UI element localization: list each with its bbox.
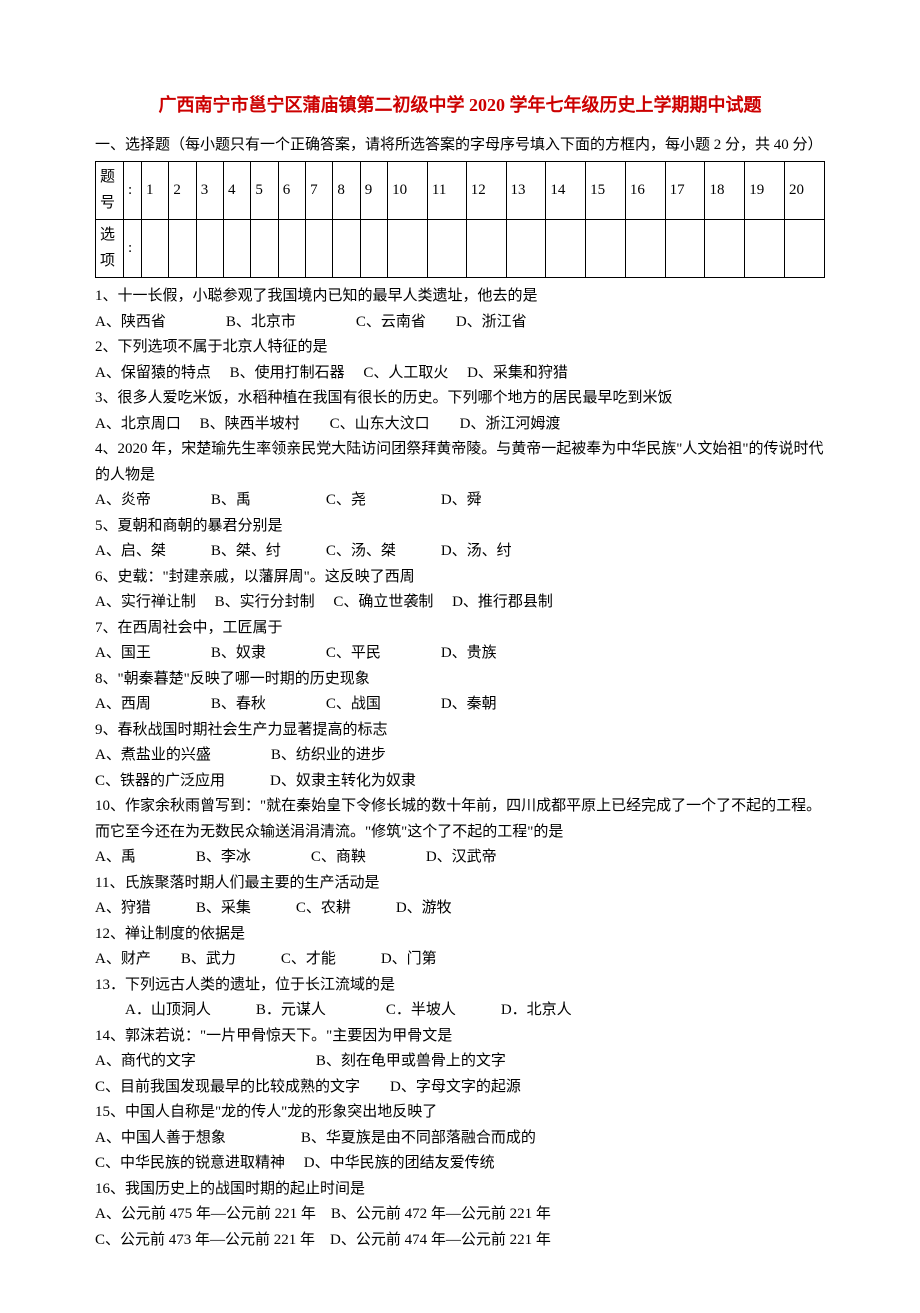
question-options: A、炎帝 B、禹 C、尧 D、舜 bbox=[95, 488, 825, 514]
question-options: A、公元前 475 年—公元前 221 年 B、公元前 472 年—公元前 22… bbox=[95, 1202, 825, 1228]
question-options: A、西周 B、春秋 C、战国 D、秦朝 bbox=[95, 692, 825, 718]
grid-num: 14 bbox=[546, 162, 586, 220]
grid-answer-cell bbox=[705, 220, 745, 278]
grid-answer-cell bbox=[388, 220, 428, 278]
question-options: A、中国人善于想象 B、华夏族是由不同部落融合而成的 bbox=[95, 1126, 825, 1152]
question-options: C、目前我国发现最早的比较成熟的文字 D、字母文字的起源 bbox=[95, 1075, 825, 1101]
question-text: 16、我国历史上的战国时期的起止时间是 bbox=[95, 1177, 825, 1203]
grid-answer-row: 选项 : bbox=[96, 220, 825, 278]
grid-num: 7 bbox=[306, 162, 333, 220]
grid-answer-cell bbox=[785, 220, 825, 278]
grid-answer-cell bbox=[745, 220, 785, 278]
question-text: 11、氏族聚落时期人们最主要的生产活动是 bbox=[95, 871, 825, 897]
grid-num: 19 bbox=[745, 162, 785, 220]
grid-answer-cell bbox=[306, 220, 333, 278]
grid-answer-cell bbox=[546, 220, 586, 278]
grid-num: 1 bbox=[142, 162, 169, 220]
grid-num: 16 bbox=[625, 162, 665, 220]
row-label-option: 选项 bbox=[96, 220, 124, 278]
grid-answer-cell bbox=[427, 220, 466, 278]
question-options: A、禹 B、李冰 C、商鞅 D、汉武帝 bbox=[95, 845, 825, 871]
colon-cell: : bbox=[124, 220, 142, 278]
question-options: C、中华民族的锐意进取精神 D、中华民族的团结友爱传统 bbox=[95, 1151, 825, 1177]
question-options: A、北京周口 B、陕西半坡村 C、山东大汶口 D、浙江河姆渡 bbox=[95, 412, 825, 438]
grid-num: 15 bbox=[586, 162, 626, 220]
question-options: A、国王 B、奴隶 C、平民 D、贵族 bbox=[95, 641, 825, 667]
question-options: A．山顶洞人 B．元谋人 C．半坡人 D．北京人 bbox=[95, 998, 825, 1024]
question-text: 2、下列选项不属于北京人特征的是 bbox=[95, 335, 825, 361]
question-text: 3、很多人爱吃米饭，水稻种植在我国有很长的历史。下列哪个地方的居民最早吃到米饭 bbox=[95, 386, 825, 412]
question-options: A、陕西省 B、北京市 C、云南省 D、浙江省 bbox=[95, 310, 825, 336]
question-options: A、商代的文字 B、刻在龟甲或兽骨上的文字 bbox=[95, 1049, 825, 1075]
question-options: A、启、桀 B、桀、纣 C、汤、桀 D、汤、纣 bbox=[95, 539, 825, 565]
grid-num: 12 bbox=[466, 162, 506, 220]
grid-num: 2 bbox=[169, 162, 196, 220]
grid-num: 18 bbox=[705, 162, 745, 220]
question-text: 1、十一长假，小聪参观了我国境内已知的最早人类遗址，他去的是 bbox=[95, 284, 825, 310]
answer-grid: 题号 : 1 2 3 4 5 6 7 8 9 10 11 12 13 14 15… bbox=[95, 161, 825, 278]
grid-answer-cell bbox=[665, 220, 705, 278]
question-text: 5、夏朝和商朝的暴君分别是 bbox=[95, 514, 825, 540]
grid-num: 11 bbox=[427, 162, 466, 220]
grid-num: 6 bbox=[278, 162, 305, 220]
grid-num: 5 bbox=[251, 162, 278, 220]
grid-answer-cell bbox=[333, 220, 360, 278]
question-text: 15、中国人自称是"龙的传人"龙的形象突出地反映了 bbox=[95, 1100, 825, 1126]
grid-num: 8 bbox=[333, 162, 360, 220]
grid-answer-cell bbox=[251, 220, 278, 278]
grid-header-row: 题号 : 1 2 3 4 5 6 7 8 9 10 11 12 13 14 15… bbox=[96, 162, 825, 220]
questions-container: 1、十一长假，小聪参观了我国境内已知的最早人类遗址，他去的是A、陕西省 B、北京… bbox=[95, 284, 825, 1253]
exam-title: 广西南宁市邕宁区蒲庙镇第二初级中学 2020 学年七年级历史上学期期中试题 bbox=[95, 90, 825, 121]
question-text: 8、"朝秦暮楚"反映了哪一时期的历史现象 bbox=[95, 667, 825, 693]
question-options: A、财产 B、武力 C、才能 D、门第 bbox=[95, 947, 825, 973]
question-text: 10、作家余秋雨曾写到："就在秦始皇下令修长城的数十年前，四川成都平原上已经完成… bbox=[95, 794, 825, 845]
question-text: 14、郭沫若说："一片甲骨惊天下。"主要因为甲骨文是 bbox=[95, 1024, 825, 1050]
question-options: A、保留猿的特点 B、使用打制石器 C、人工取火 D、采集和狩猎 bbox=[95, 361, 825, 387]
question-options: A、实行禅让制 B、实行分封制 C、确立世袭制 D、推行郡县制 bbox=[95, 590, 825, 616]
grid-num: 10 bbox=[388, 162, 428, 220]
grid-answer-cell bbox=[224, 220, 251, 278]
grid-answer-cell bbox=[142, 220, 169, 278]
grid-answer-cell bbox=[586, 220, 626, 278]
question-options: C、公元前 473 年—公元前 221 年 D、公元前 474 年—公元前 22… bbox=[95, 1228, 825, 1254]
grid-num: 3 bbox=[196, 162, 223, 220]
grid-num: 17 bbox=[665, 162, 705, 220]
grid-answer-cell bbox=[506, 220, 546, 278]
grid-num: 9 bbox=[360, 162, 387, 220]
section-header: 一、选择题（每小题只有一个正确答案，请将所选答案的字母序号填入下面的方框内，每小… bbox=[95, 133, 825, 159]
grid-num: 4 bbox=[224, 162, 251, 220]
grid-num: 13 bbox=[506, 162, 546, 220]
question-text: 7、在西周社会中，工匠属于 bbox=[95, 616, 825, 642]
grid-answer-cell bbox=[278, 220, 305, 278]
question-text: 9、春秋战国时期社会生产力显著提高的标志 bbox=[95, 718, 825, 744]
question-text: 12、禅让制度的依据是 bbox=[95, 922, 825, 948]
row-label-number: 题号 bbox=[96, 162, 124, 220]
grid-answer-cell bbox=[466, 220, 506, 278]
question-text: 13．下列远古人类的遗址，位于长江流域的是 bbox=[95, 973, 825, 999]
grid-num: 20 bbox=[785, 162, 825, 220]
question-text: 4、2020 年，宋楚瑜先生率领亲民党大陆访问团祭拜黄帝陵。与黄帝一起被奉为中华… bbox=[95, 437, 825, 488]
colon-cell: : bbox=[124, 162, 142, 220]
question-options: A、煮盐业的兴盛 B、纺织业的进步 bbox=[95, 743, 825, 769]
grid-answer-cell bbox=[169, 220, 196, 278]
grid-answer-cell bbox=[360, 220, 387, 278]
grid-answer-cell bbox=[625, 220, 665, 278]
question-options: C、铁器的广泛应用 D、奴隶主转化为奴隶 bbox=[95, 769, 825, 795]
question-options: A、狩猎 B、采集 C、农耕 D、游牧 bbox=[95, 896, 825, 922]
grid-answer-cell bbox=[196, 220, 223, 278]
question-text: 6、史载："封建亲戚，以藩屏周"。这反映了西周 bbox=[95, 565, 825, 591]
